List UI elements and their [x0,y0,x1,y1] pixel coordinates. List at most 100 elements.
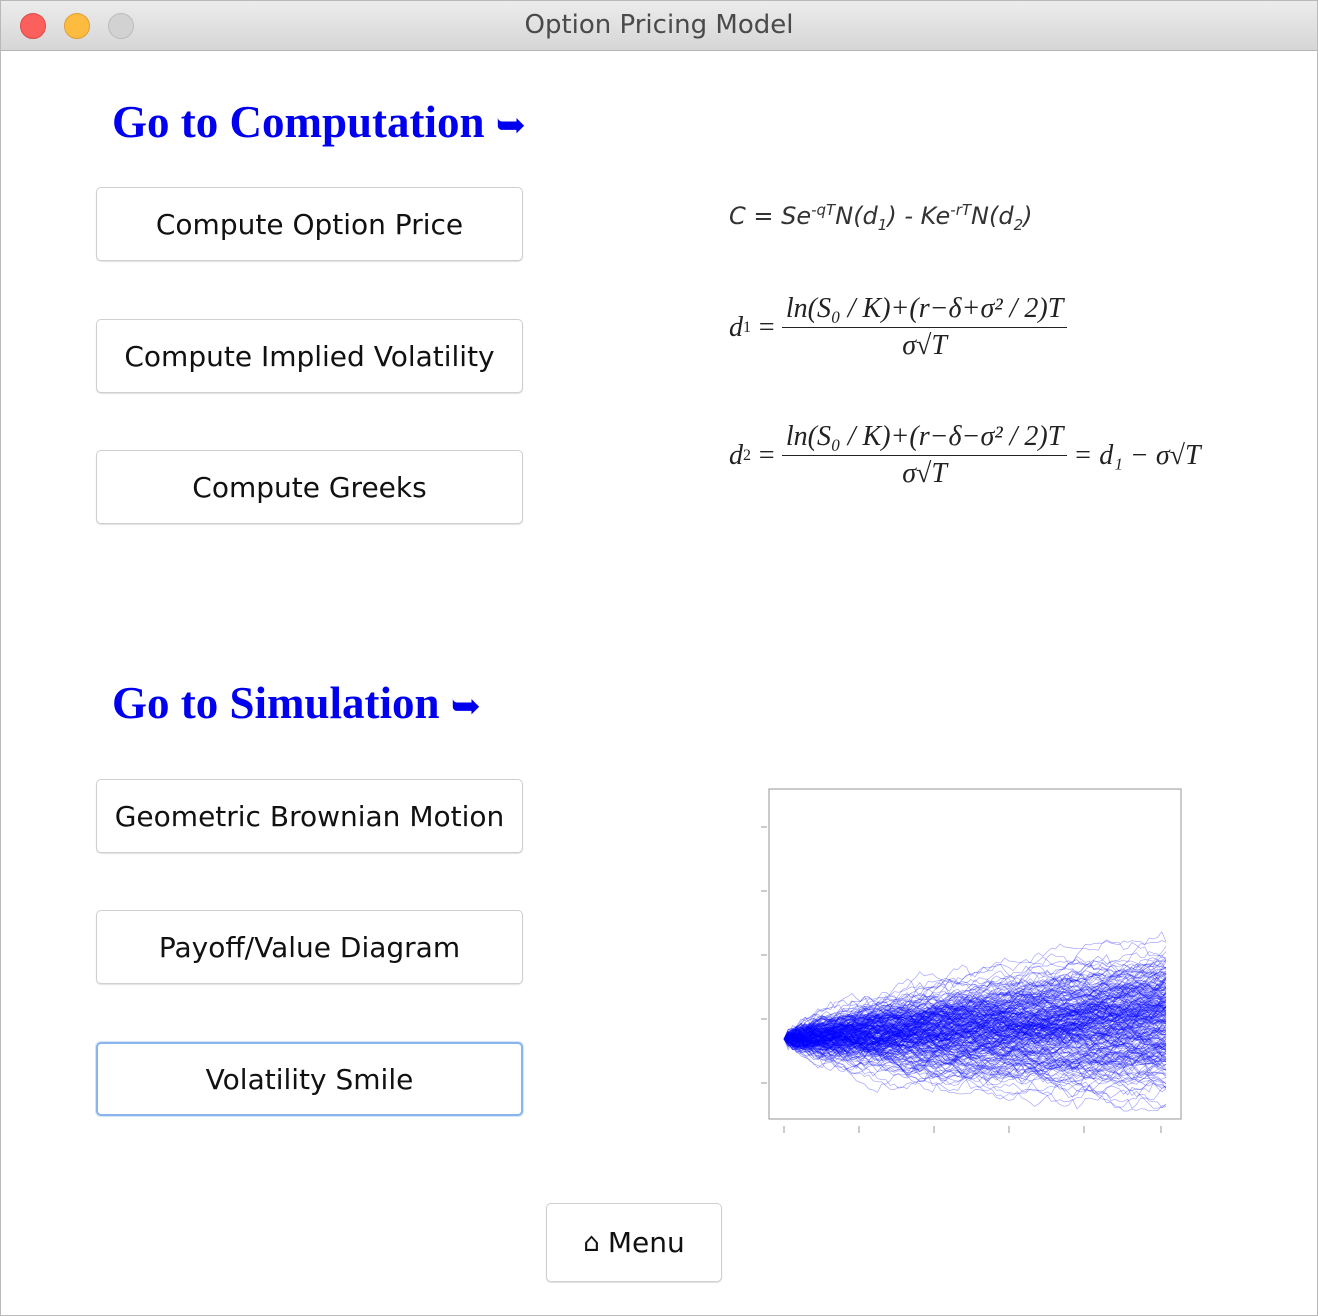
simulated-path [783,1004,1167,1044]
simulated-path [784,1022,1167,1047]
compute-option-price-button[interactable]: Compute Option Price [96,187,523,261]
d2-numerator: ln(S₀ / K)+(r−δ−σ² / 2)T [781,421,1068,456]
volatility-smile-button[interactable]: Volatility Smile [96,1042,523,1116]
simulated-path [783,996,1167,1041]
simulated-path [783,1038,1167,1080]
compute-greeks-button[interactable]: Compute Greeks [96,450,523,524]
simulated-path [783,1033,1167,1071]
simulation-heading: Go to Simulation ➥ [112,677,481,729]
simulated-path [783,978,1167,1054]
simulated-path [783,1003,1167,1047]
simulated-path [783,992,1167,1041]
simulated-path [783,1009,1167,1048]
simulated-path [783,999,1167,1045]
simulated-path [783,1006,1167,1052]
simulated-path [783,1016,1167,1058]
simulated-path [783,1000,1167,1054]
simulated-path [783,973,1167,1041]
simulated-path [783,989,1167,1052]
simulated-path [783,971,1167,1045]
simulated-path [783,976,1167,1051]
simulated-path [783,1031,1167,1056]
simulated-path [783,977,1167,1045]
simulated-path [783,1025,1167,1085]
simulated-path [783,1033,1167,1076]
simulated-path [783,977,1167,1044]
simulated-path [783,1013,1167,1055]
computation-heading-text: Go to Computation [112,97,485,147]
simulated-path [783,1032,1167,1055]
simulated-path [783,1024,1167,1063]
simulated-path [783,1035,1167,1108]
simulated-path [783,1013,1167,1046]
simulated-path [783,1011,1167,1056]
simulated-path [784,966,1167,1041]
simulated-path [783,1007,1167,1043]
simulated-path [783,1034,1167,1073]
simulated-path [783,1000,1167,1051]
simulated-path [783,1038,1167,1090]
simulated-path [783,991,1167,1040]
simulated-path [783,999,1167,1041]
simulated-path [783,997,1167,1044]
compute-implied-volatility-button[interactable]: Compute Implied Volatility [96,319,523,393]
simulated-path [783,993,1167,1044]
simulated-path [783,1030,1167,1065]
simulated-path [783,998,1167,1049]
payoff-value-diagram-button[interactable]: Payoff/Value Diagram [96,910,523,984]
close-window-button[interactable] [20,13,46,39]
simulated-path [783,1005,1167,1058]
simulated-path [783,1001,1167,1044]
simulated-path [783,986,1167,1040]
simulated-path [783,1027,1167,1066]
menu-label: Menu [607,1226,685,1259]
simulated-path [783,1008,1167,1076]
simulated-path [783,1021,1167,1051]
zoom-window-button[interactable] [108,13,134,39]
simulated-path [783,984,1167,1043]
simulated-path [783,997,1167,1054]
simulated-path [783,1022,1167,1083]
simulated-path [783,1012,1167,1049]
simulated-path [783,953,1167,1045]
simulated-path [783,977,1167,1040]
simulated-path [783,989,1167,1051]
call-price-formula: C = Se-qTN(d1) - Ke-rTN(d2) [729,201,1033,234]
simulated-path [783,939,1167,1045]
d1-subscript: 1 [743,318,751,336]
title-bar[interactable]: Option Pricing Model [1,1,1317,51]
simulated-path [783,979,1167,1040]
simulated-path [783,1027,1167,1070]
simulated-path [783,1018,1167,1048]
simulated-path [783,958,1167,1042]
simulated-paths [783,931,1167,1112]
simulated-path [783,931,1167,1042]
simulated-path [783,1011,1167,1045]
menu-button[interactable]: ⌂ Menu [546,1203,722,1282]
simulated-path [783,1004,1167,1043]
d1-fraction: ln(S₀ / K)+(r−δ+σ² / 2)T σ√T [781,293,1068,362]
simulated-path [783,1011,1167,1053]
simulated-path [783,994,1167,1042]
simulated-path [783,994,1167,1053]
simulated-path [783,1024,1167,1071]
simulated-path [783,1034,1167,1080]
simulated-path [783,1038,1167,1098]
simulated-path [783,1038,1167,1072]
simulated-path [783,1011,1167,1049]
equals-sign: = [757,311,776,343]
formula-subscript: 2 [1013,215,1024,234]
simulated-path [783,1022,1167,1061]
simulated-path [783,1022,1167,1065]
simulated-path [783,984,1167,1040]
minimize-window-button[interactable] [64,13,90,39]
simulated-path [783,1001,1167,1053]
simulated-path [783,991,1167,1040]
geometric-brownian-motion-button[interactable]: Geometric Brownian Motion [96,779,523,853]
simulated-path [783,1031,1167,1088]
simulated-path [783,963,1167,1041]
simulated-path [783,1023,1167,1064]
simulated-path [783,1001,1167,1055]
simulated-path [783,953,1167,1040]
simulated-path [783,1014,1167,1054]
